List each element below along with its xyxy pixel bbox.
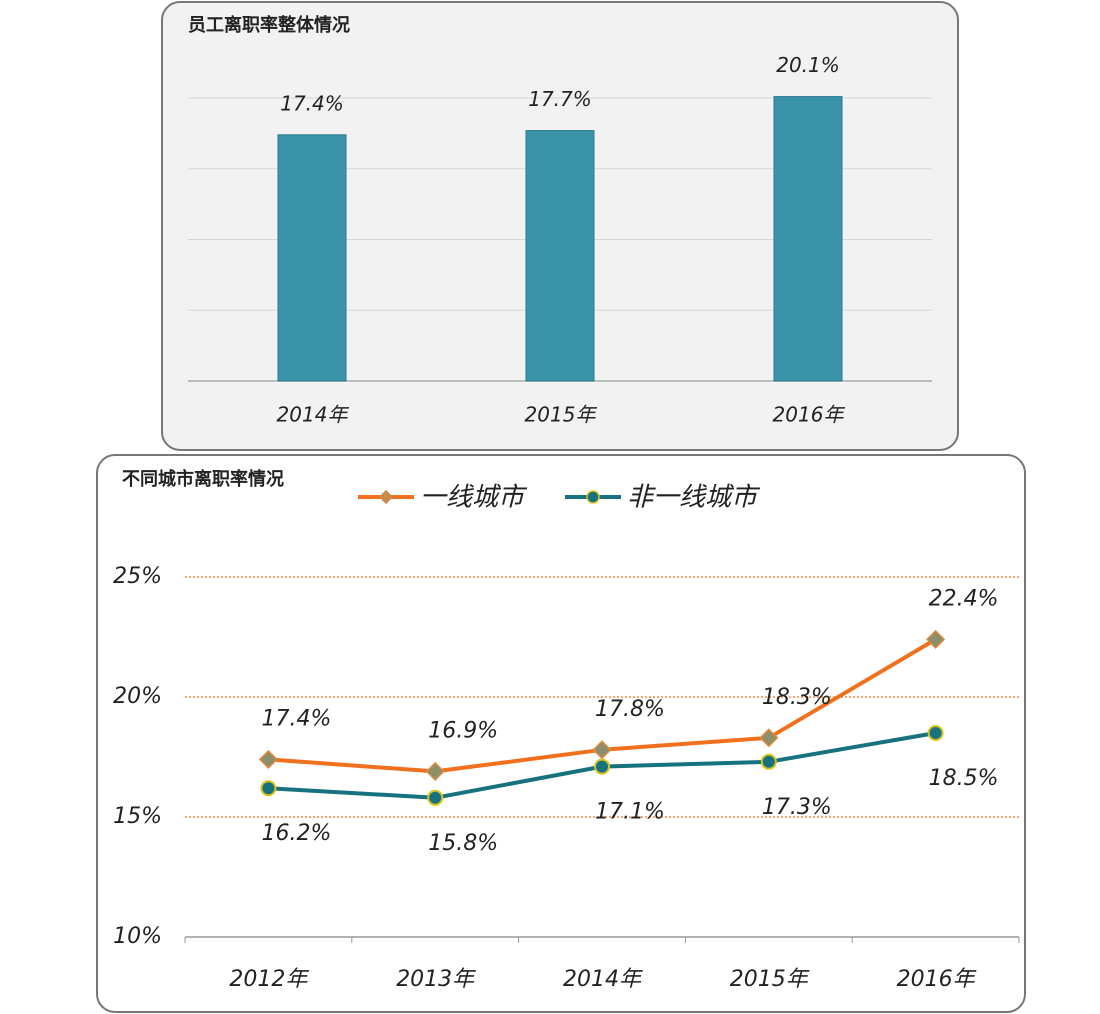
x-tick-label: 2012年 bbox=[229, 967, 309, 992]
point bbox=[592, 740, 612, 760]
x-tick-label: 2016年 bbox=[773, 403, 846, 427]
point bbox=[594, 758, 610, 775]
value-label: 18.3% bbox=[762, 685, 832, 710]
value-label: 17.3% bbox=[762, 795, 832, 820]
bar bbox=[277, 134, 347, 382]
x-tick-label: 2016年 bbox=[897, 967, 977, 992]
x-tick-label: 2015年 bbox=[525, 403, 598, 427]
value-label: 17.4% bbox=[261, 706, 331, 731]
legend-marker bbox=[586, 490, 600, 504]
value-label: 17.7% bbox=[528, 87, 592, 111]
legend-marker bbox=[378, 489, 394, 505]
point bbox=[759, 728, 779, 748]
point bbox=[260, 780, 277, 797]
x-tick-label: 2014年 bbox=[277, 403, 350, 427]
x-tick-label: 2013年 bbox=[396, 967, 476, 992]
y-tick-label: 15% bbox=[113, 804, 162, 829]
value-label: 17.8% bbox=[595, 697, 665, 722]
value-label: 16.9% bbox=[428, 718, 498, 743]
value-label: 22.4% bbox=[929, 586, 999, 611]
point bbox=[927, 725, 944, 741]
point bbox=[926, 629, 946, 649]
x-tick-label: 2014年 bbox=[563, 967, 643, 992]
panel bbox=[96, 454, 1026, 1013]
y-tick-label: 10% bbox=[113, 924, 162, 949]
point bbox=[760, 753, 777, 770]
point bbox=[258, 749, 278, 769]
y-tick-label: 25% bbox=[113, 564, 162, 589]
x-tick-label: 2015年 bbox=[730, 967, 810, 992]
value-label: 20.1% bbox=[776, 53, 840, 77]
chart-title: 员工离职率整体情况 bbox=[188, 14, 350, 36]
point bbox=[427, 789, 444, 806]
legend-label: 非一线城市 bbox=[627, 483, 761, 513]
value-label: 15.8% bbox=[428, 831, 498, 856]
value-label: 18.5% bbox=[929, 766, 999, 791]
value-label: 17.4% bbox=[280, 91, 344, 115]
value-label: 17.1% bbox=[595, 800, 665, 825]
y-tick-label: 20% bbox=[113, 684, 162, 709]
point bbox=[425, 761, 445, 781]
value-label: 16.2% bbox=[261, 821, 331, 846]
bar bbox=[525, 130, 595, 382]
bar bbox=[773, 96, 843, 382]
chart-title: 不同城市离职率情况 bbox=[122, 468, 284, 490]
legend-label: 一线城市 bbox=[420, 483, 528, 513]
